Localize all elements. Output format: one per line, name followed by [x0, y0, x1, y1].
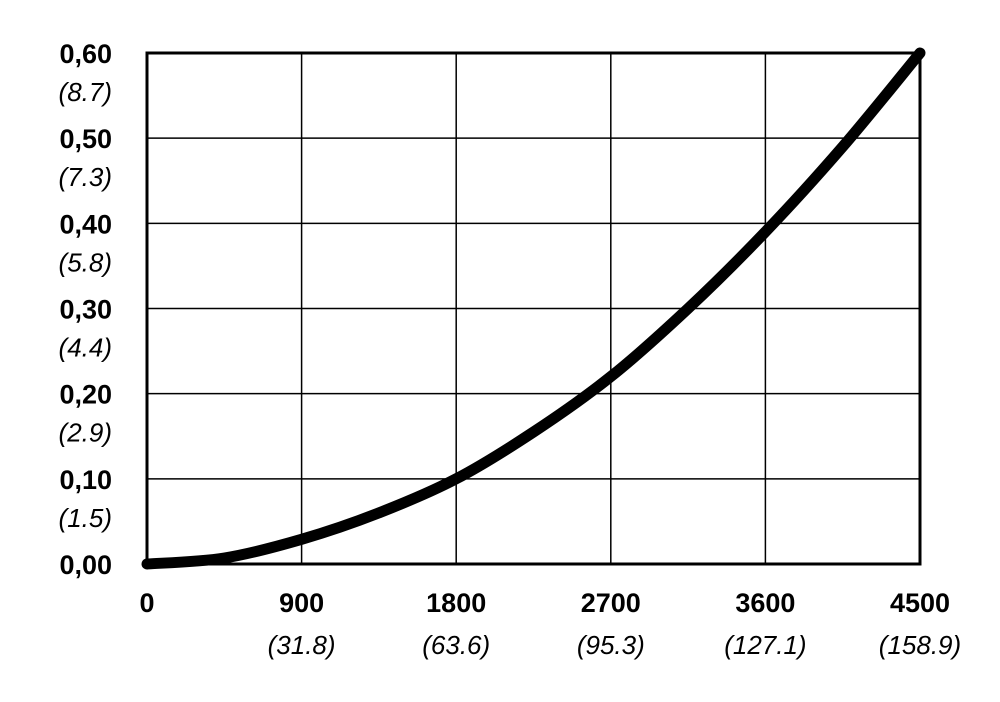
- x-tick-sublabel: (63.6): [422, 630, 490, 660]
- y-tick-label: 0,20: [59, 380, 112, 410]
- x-tick-sublabel: (95.3): [577, 630, 645, 660]
- y-tick-label: 0,00: [59, 550, 112, 580]
- y-tick-sublabel: (8.7): [59, 77, 112, 107]
- y-tick-label: 0,30: [59, 295, 112, 325]
- y-tick-label: 0,40: [59, 209, 112, 239]
- plot-frame: [145, 51, 922, 566]
- y-tick-sublabel: (7.3): [59, 162, 112, 192]
- x-tick-label: 2700: [581, 588, 641, 618]
- grid-lines: [146, 52, 921, 565]
- x-tick-label: 3600: [735, 588, 795, 618]
- x-tick-sublabel: (31.8): [268, 630, 336, 660]
- y-tick-label: 0,50: [59, 124, 112, 154]
- y-tick-sublabel: (5.8): [59, 247, 112, 277]
- y-tick-sublabel: (2.9): [59, 418, 112, 448]
- x-tick-label: 0: [139, 588, 154, 618]
- y-tick-sublabel: (4.4): [59, 333, 112, 363]
- x-tick-label: 4500: [890, 588, 950, 618]
- x-tick-sublabel: (127.1): [724, 630, 806, 660]
- x-tick-label: 1800: [426, 588, 486, 618]
- y-tick-sublabel: (1.5): [59, 503, 112, 533]
- series-line: [141, 47, 926, 570]
- y-axis-ticks: 0,00 0,10 (1.5) 0,20 (2.9) 0,30 (4.4) 0,40 (5.8)…: [59, 39, 112, 580]
- x-tick-sublabel: (158.9): [879, 630, 961, 660]
- y-tick-label: 0,10: [59, 465, 112, 495]
- x-axis-ticks: 0 900 (31.8) 1800 (63.6) 2700 (95.3) 3600 (127.1…: [139, 588, 961, 660]
- y-tick-label: 0,60: [59, 39, 112, 69]
- x-tick-label: 900: [279, 588, 324, 618]
